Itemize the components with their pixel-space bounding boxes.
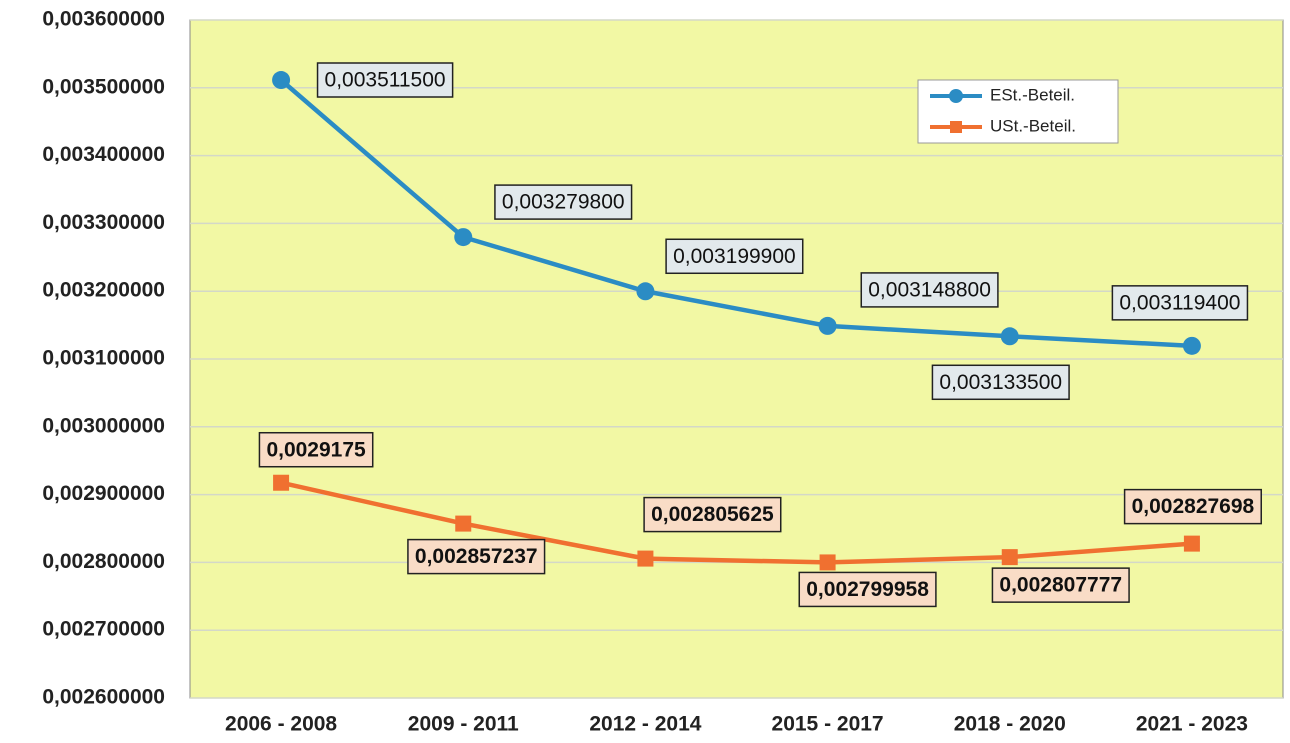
y-tick-label: 0,003500000 <box>42 75 165 98</box>
data-label: 0,0029175 <box>258 431 374 468</box>
y-tick-label: 0,002800000 <box>42 550 165 573</box>
label-box <box>991 567 1130 603</box>
y-tick-label: 0,003600000 <box>42 8 165 31</box>
data-label: 0,003119400 <box>1111 285 1249 321</box>
y-tick-label: 0,003300000 <box>42 211 165 234</box>
label-box <box>798 571 937 608</box>
y-tick-label: 0,002900000 <box>42 482 165 505</box>
legend-label: ESt.-Beteil. <box>990 85 1075 104</box>
data-label: 0,002799958 <box>798 571 937 608</box>
x-tick-label: 2015 - 2017 <box>772 713 884 736</box>
marker <box>272 71 291 90</box>
data-label: 0,003279800 <box>494 184 633 220</box>
legend-label: USt.-Beteil. <box>990 116 1076 135</box>
value-label: 0,002857237 <box>415 545 538 568</box>
value-label: 0,003119400 <box>1119 291 1240 314</box>
label-box <box>860 272 999 308</box>
marker <box>455 515 472 532</box>
legend-marker <box>950 121 962 133</box>
value-label: 0,002799958 <box>806 578 929 601</box>
label-box <box>643 496 782 533</box>
y-tick-label: 0,003000000 <box>42 414 165 437</box>
x-tick-label: 2021 - 2023 <box>1136 713 1248 736</box>
marker <box>1183 535 1200 552</box>
data-label: 0,002857237 <box>407 538 546 575</box>
marker <box>273 474 290 491</box>
x-tick-label: 2018 - 2020 <box>954 713 1066 736</box>
data-label: 0,003148800 <box>860 272 999 308</box>
value-label: 0,003279800 <box>502 191 625 214</box>
data-label: 0,003511500 <box>316 62 454 98</box>
y-tick-label: 0,003200000 <box>42 279 165 302</box>
data-label: 0,002807777 <box>991 567 1130 603</box>
line <box>280 480 1193 565</box>
label-box <box>1111 285 1249 321</box>
label-box <box>258 431 374 468</box>
marker <box>1000 327 1019 346</box>
line <box>279 78 1193 349</box>
marker <box>818 316 837 335</box>
value-label: 0,002807777 <box>999 574 1122 597</box>
marker <box>1182 336 1201 355</box>
value-label: 0,002827698 <box>1132 495 1255 518</box>
y-tick-label: 0,002700000 <box>42 618 165 641</box>
marker <box>637 550 654 567</box>
label-box <box>665 238 804 275</box>
data-label: 0,003133500 <box>931 364 1070 401</box>
marker <box>454 228 473 247</box>
label-box <box>407 538 546 575</box>
y-tick-label: 0,002600000 <box>42 686 165 709</box>
value-label: 0,003199900 <box>673 245 796 268</box>
value-label: 0,002805625 <box>651 503 774 526</box>
value-label: 0,003511500 <box>325 69 446 92</box>
value-label: 0,003148800 <box>868 278 991 301</box>
marker <box>1001 549 1018 566</box>
marker <box>636 282 655 301</box>
marker <box>819 554 836 571</box>
x-tick-label: 2006 - 2008 <box>225 713 337 736</box>
x-tick-label: 2009 - 2011 <box>408 713 519 736</box>
data-label: 0,002827698 <box>1123 488 1262 525</box>
y-tick-label: 0,003100000 <box>42 347 165 370</box>
x-tick-label: 2012 - 2014 <box>589 713 701 736</box>
legend-marker <box>949 89 963 103</box>
label-box <box>931 364 1070 401</box>
data-label: 0,002805625 <box>643 496 782 533</box>
value-label: 0,003133500 <box>939 371 1062 394</box>
label-box <box>316 62 454 98</box>
label-box <box>494 184 633 220</box>
y-tick-label: 0,003400000 <box>42 143 165 166</box>
value-label: 0,0029175 <box>266 438 366 461</box>
data-label: 0,003199900 <box>665 238 804 275</box>
label-box <box>1123 488 1262 525</box>
